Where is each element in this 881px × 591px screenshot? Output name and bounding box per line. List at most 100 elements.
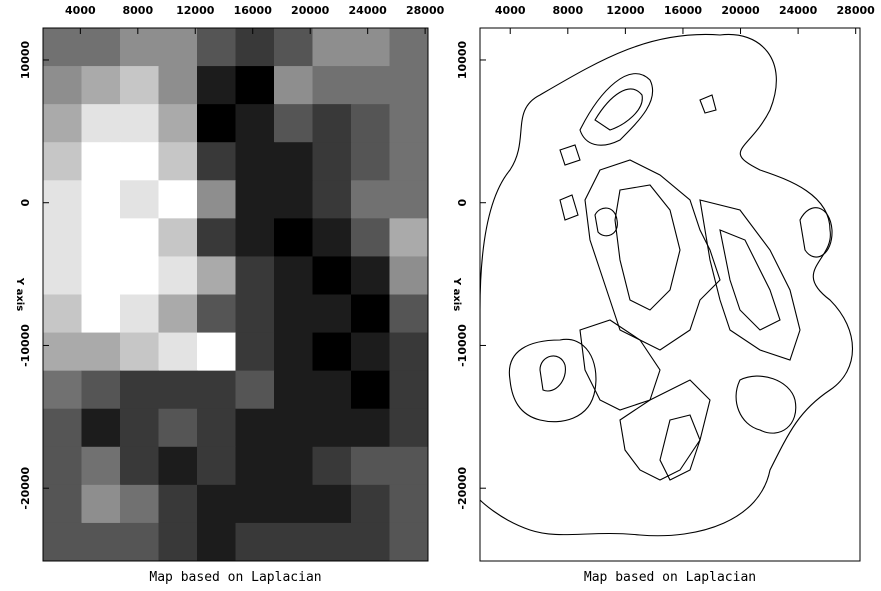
cell bbox=[43, 446, 82, 486]
contour-lines bbox=[480, 33, 853, 537]
cell bbox=[197, 256, 236, 295]
cell bbox=[235, 408, 275, 448]
cell bbox=[235, 28, 275, 67]
cell bbox=[120, 180, 159, 219]
cell bbox=[120, 66, 159, 105]
cell bbox=[351, 104, 390, 143]
cell bbox=[158, 332, 198, 372]
cell bbox=[274, 484, 313, 524]
y-tick-label: -10000 bbox=[19, 324, 32, 367]
cell bbox=[81, 104, 121, 143]
cell bbox=[197, 218, 236, 257]
cell bbox=[351, 180, 390, 219]
cell bbox=[158, 446, 198, 486]
cell bbox=[274, 370, 313, 410]
cell bbox=[197, 104, 236, 143]
cell bbox=[389, 218, 429, 257]
cell bbox=[235, 446, 275, 486]
cell bbox=[158, 180, 198, 219]
cell bbox=[197, 180, 236, 219]
cell bbox=[81, 332, 121, 372]
cell bbox=[81, 484, 121, 524]
cell bbox=[43, 218, 82, 257]
x-tick-label: 20000 bbox=[721, 4, 760, 17]
cell bbox=[81, 294, 121, 334]
cell bbox=[351, 66, 390, 105]
cell bbox=[43, 28, 82, 67]
plot-frame bbox=[479, 27, 861, 562]
x-tick-label: 28000 bbox=[837, 4, 876, 17]
cell bbox=[274, 294, 313, 334]
cell bbox=[197, 484, 236, 524]
cell bbox=[389, 180, 429, 219]
cell bbox=[351, 294, 390, 334]
x-tick-label: 28000 bbox=[406, 4, 445, 17]
cell bbox=[120, 484, 159, 524]
cell bbox=[120, 256, 159, 295]
cell bbox=[274, 218, 313, 257]
cell bbox=[43, 408, 82, 448]
cell bbox=[274, 66, 313, 105]
cell bbox=[235, 66, 275, 105]
cell bbox=[158, 256, 198, 295]
cell bbox=[351, 256, 390, 295]
cell bbox=[120, 370, 159, 410]
y-tick-label: -20000 bbox=[456, 466, 469, 509]
cell bbox=[389, 294, 429, 334]
cell bbox=[158, 294, 198, 334]
x-tick-label: 20000 bbox=[291, 4, 330, 17]
cell bbox=[81, 408, 121, 448]
cell bbox=[120, 408, 159, 448]
cell bbox=[120, 28, 159, 67]
cell bbox=[43, 294, 82, 334]
cell bbox=[235, 218, 275, 257]
cell bbox=[389, 522, 429, 562]
chart-title: Map based on Laplacian bbox=[149, 570, 321, 585]
cell bbox=[81, 446, 121, 486]
cell bbox=[389, 66, 429, 105]
cell bbox=[235, 332, 275, 372]
cell bbox=[312, 180, 352, 219]
cell bbox=[43, 142, 82, 181]
cell bbox=[81, 180, 121, 219]
cell bbox=[389, 332, 429, 372]
cell bbox=[197, 332, 236, 372]
cell bbox=[235, 180, 275, 219]
chart-title: Map based on Laplacian bbox=[584, 570, 756, 585]
cell bbox=[389, 28, 429, 67]
cell bbox=[351, 142, 390, 181]
cell bbox=[351, 332, 390, 372]
y-axis-label: Y axis bbox=[14, 277, 25, 311]
cell bbox=[274, 522, 313, 562]
cell bbox=[312, 408, 352, 448]
cell bbox=[351, 522, 390, 562]
cell bbox=[274, 180, 313, 219]
cell bbox=[158, 142, 198, 181]
cell bbox=[81, 218, 121, 257]
cell bbox=[120, 294, 159, 334]
cell bbox=[312, 66, 352, 105]
cell bbox=[274, 332, 313, 372]
cell bbox=[274, 142, 313, 181]
cell bbox=[312, 332, 352, 372]
cell bbox=[351, 370, 390, 410]
cell bbox=[197, 294, 236, 334]
cell bbox=[312, 370, 352, 410]
cell bbox=[274, 256, 313, 295]
x-tick-label: 8000 bbox=[123, 4, 154, 17]
x-tick-label: 16000 bbox=[234, 4, 273, 17]
cell bbox=[197, 522, 236, 562]
cell bbox=[389, 446, 429, 486]
cell bbox=[120, 522, 159, 562]
cell bbox=[389, 142, 429, 181]
y-tick-label: 10000 bbox=[19, 40, 32, 79]
x-tick-label: 12000 bbox=[176, 4, 215, 17]
cell bbox=[274, 104, 313, 143]
cell bbox=[120, 446, 159, 486]
cell bbox=[312, 28, 352, 67]
y-axis-label: Y axis bbox=[451, 277, 462, 311]
cell bbox=[81, 142, 121, 181]
cell bbox=[120, 142, 159, 181]
y-tick-label: 0 bbox=[456, 199, 469, 207]
cell bbox=[81, 28, 121, 67]
